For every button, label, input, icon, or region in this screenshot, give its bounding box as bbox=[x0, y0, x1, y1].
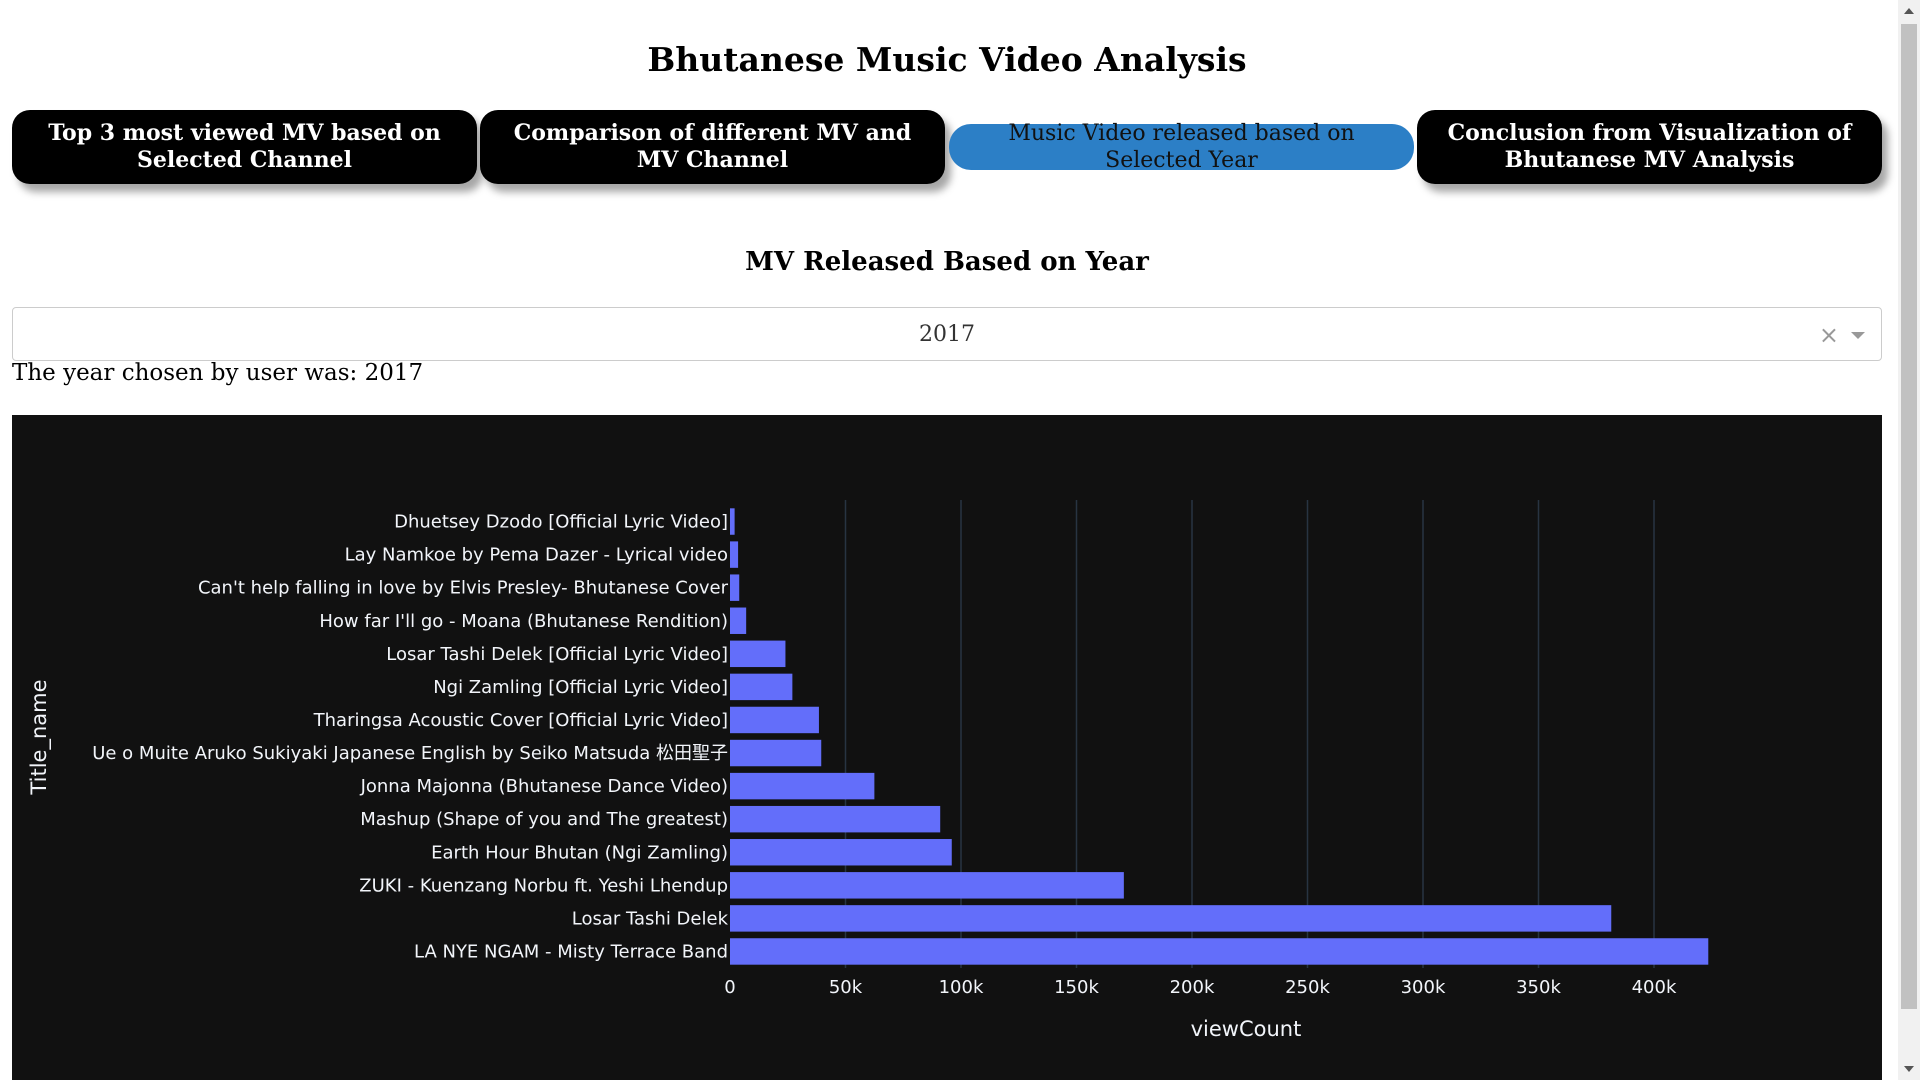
tab-released-by-year[interactable]: Music Video released based on Selected Y… bbox=[949, 121, 1414, 173]
category-label: Losar Tashi Delek bbox=[572, 908, 729, 929]
x-axis-title: viewCount bbox=[1191, 1017, 1302, 1041]
bar bbox=[730, 739, 822, 767]
bar bbox=[730, 706, 819, 734]
x-tick-label: 100k bbox=[939, 977, 984, 998]
bar bbox=[730, 938, 1709, 965]
category-label: Ue o Muite Aruko Sukiyaki Japanese Engli… bbox=[92, 743, 728, 764]
bar bbox=[730, 772, 875, 800]
x-tick-label: 0 bbox=[724, 977, 735, 998]
chosen-year-text: The year chosen by user was: 2017 bbox=[12, 360, 424, 386]
x-tick-label: 250k bbox=[1285, 977, 1330, 998]
x-tick-label: 150k bbox=[1054, 977, 1099, 998]
tab-comparison[interactable]: Comparison of different MV and MV Channe… bbox=[480, 110, 945, 184]
category-label: ZUKI - Kuenzang Norbu ft. Yeshi Lhendup bbox=[359, 875, 728, 896]
category-label: How far I'll go - Moana (Bhutanese Rendi… bbox=[319, 611, 728, 632]
category-label: Dhuetsey Dzodo [Official Lyric Video] bbox=[394, 512, 728, 533]
chevron-down-icon[interactable] bbox=[1851, 332, 1865, 339]
scrollbar[interactable] bbox=[1898, 0, 1920, 1080]
bar bbox=[730, 574, 740, 601]
bar bbox=[730, 640, 786, 668]
x-tick-label: 400k bbox=[1632, 977, 1677, 998]
category-label: LA NYE NGAM - Misty Terrace Band bbox=[414, 941, 728, 962]
views-bar-chart: Dhuetsey Dzodo [Official Lyric Video] Lay… bbox=[12, 415, 1882, 1080]
y-axis-title: Title_name bbox=[27, 679, 52, 795]
year-dropdown-value: 2017 bbox=[919, 322, 975, 347]
category-label: Losar Tashi Delek [Official Lyric Video] bbox=[386, 644, 728, 665]
bar bbox=[730, 607, 747, 634]
x-tick-label: 200k bbox=[1170, 977, 1215, 998]
x-tick-label: 50k bbox=[829, 977, 863, 998]
category-label: Jonna Majonna (Bhutanese Dance Video) bbox=[360, 776, 728, 797]
scroll-up-arrow-icon[interactable] bbox=[1904, 8, 1914, 14]
bar bbox=[730, 508, 735, 535]
x-tick-label: 300k bbox=[1401, 977, 1446, 998]
chart-svg: Dhuetsey Dzodo [Official Lyric Video] Lay… bbox=[27, 500, 1709, 1041]
tab-bar: Top 3 most viewed MV based on Selected C… bbox=[12, 110, 1882, 184]
category-label: Can't help falling in love by Elvis Pres… bbox=[198, 578, 729, 599]
app-title: Bhutanese Music Video Analysis bbox=[647, 40, 1247, 79]
year-dropdown[interactable]: 2017 × bbox=[12, 307, 1882, 361]
category-label: Ngi Zamling [Official Lyric Video] bbox=[433, 677, 728, 698]
x-tick-label: 350k bbox=[1516, 977, 1561, 998]
bar bbox=[730, 541, 739, 568]
category-label: Earth Hour Bhutan (Ngi Zamling) bbox=[431, 842, 728, 863]
bar bbox=[730, 673, 793, 701]
category-label: Tharingsa Acoustic Cover [Official Lyric… bbox=[313, 710, 728, 731]
bar bbox=[730, 905, 1612, 932]
scrollbar-thumb[interactable] bbox=[1901, 24, 1917, 1009]
bar bbox=[730, 872, 1124, 899]
section-title: MV Released Based on Year bbox=[745, 247, 1149, 277]
tab-conclusion[interactable]: Conclusion from Visualization of Bhutane… bbox=[1417, 110, 1882, 184]
bar bbox=[730, 805, 941, 833]
tab-top3-channel[interactable]: Top 3 most viewed MV based on Selected C… bbox=[12, 110, 477, 184]
category-label: Mashup (Shape of you and The greatest) bbox=[360, 809, 728, 830]
category-label: Lay Namkoe by Pema Dazer - Lyrical video bbox=[345, 545, 728, 566]
scroll-down-arrow-icon[interactable] bbox=[1904, 1066, 1914, 1072]
bar bbox=[730, 839, 952, 866]
clear-icon[interactable]: × bbox=[1818, 321, 1839, 349]
